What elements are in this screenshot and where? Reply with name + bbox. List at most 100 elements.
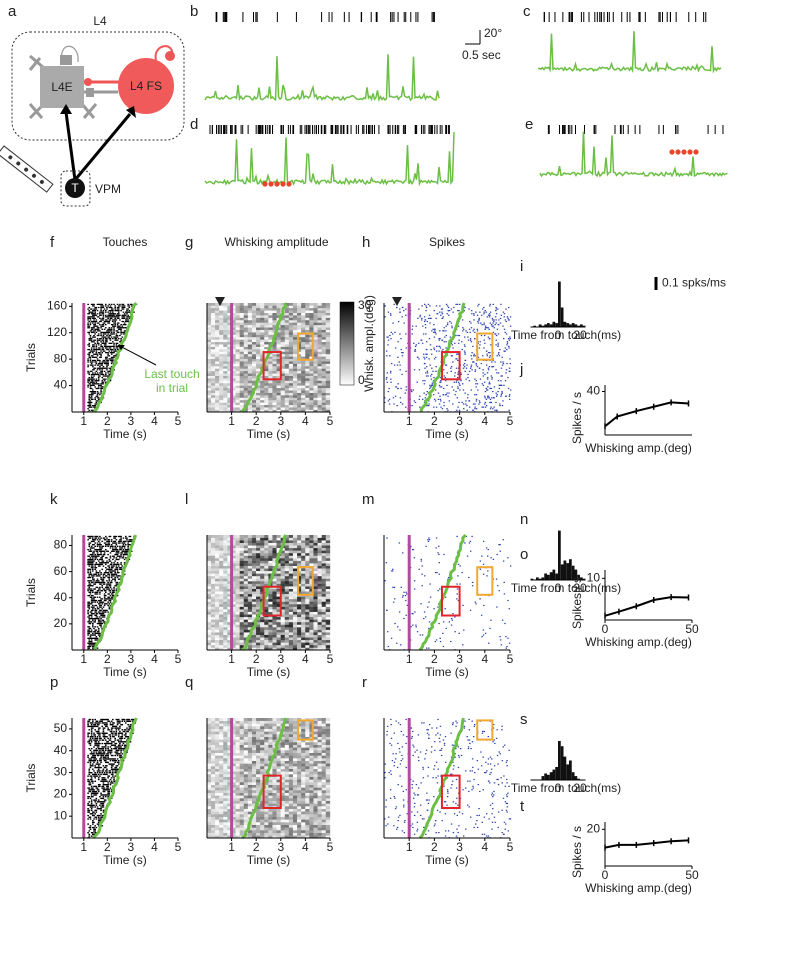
whisk-cell <box>292 356 298 360</box>
touch-dot <box>99 599 101 602</box>
whisk-cell <box>305 339 310 343</box>
whisk-cell <box>219 632 224 635</box>
whisk-cell <box>268 390 273 393</box>
touch-dot <box>99 575 101 577</box>
touch-dot <box>119 575 121 577</box>
whisk-cell <box>239 390 245 393</box>
x-tick-label: 2 <box>104 414 111 428</box>
whisk-cell <box>251 332 257 335</box>
spike-dot <box>491 366 493 368</box>
whisk-cell <box>280 353 286 357</box>
spike-dot <box>487 397 489 399</box>
touch-dot <box>87 601 89 603</box>
whisk-cell <box>231 624 236 628</box>
touch-dot <box>123 314 126 316</box>
touch-dot <box>108 367 111 369</box>
spike-dot <box>421 398 424 400</box>
touch-dot <box>121 550 124 552</box>
touch-dot <box>88 325 91 327</box>
whisk-cell <box>227 303 232 306</box>
whisk-cell <box>325 616 331 620</box>
whisk-cell <box>288 634 294 638</box>
spike-dot <box>462 383 464 385</box>
whisk-cell <box>206 358 212 362</box>
touch-dot <box>127 550 129 552</box>
spike-dot <box>500 303 502 305</box>
spike-dot <box>462 330 464 332</box>
touch-dot <box>129 303 132 306</box>
whisk-cell <box>251 351 257 355</box>
touch-dot <box>99 562 101 564</box>
touch-dot <box>109 570 112 572</box>
spike-dot <box>456 303 459 305</box>
touch-dot <box>116 568 119 570</box>
touch-dot <box>99 604 101 607</box>
whisk-cell <box>206 624 212 628</box>
whisk-cell <box>227 614 232 618</box>
whisk-cell <box>268 317 273 321</box>
spike-dot <box>455 390 457 393</box>
spike-dot <box>415 325 417 327</box>
whisk-cell <box>260 397 265 401</box>
spike-dot <box>477 322 480 324</box>
whisk-cell <box>305 614 310 618</box>
touch-dot <box>88 576 91 579</box>
whisk-cell <box>260 361 265 364</box>
whisk-cell <box>239 642 245 646</box>
touch-dot <box>99 317 101 320</box>
touch-dot <box>114 568 116 570</box>
touch-dot <box>104 352 107 354</box>
whisk-cell <box>292 336 298 340</box>
spike-dot <box>467 373 469 376</box>
spike-dot <box>442 348 444 351</box>
whisk-cell <box>292 373 298 376</box>
whisk-cell <box>317 395 322 398</box>
spike-dot <box>404 392 406 394</box>
spike-dot <box>500 375 502 377</box>
touch-dot <box>93 596 95 598</box>
touch-dot <box>112 570 114 572</box>
touch-dot <box>101 568 104 570</box>
touch-dot <box>117 552 120 554</box>
spike-dot <box>443 327 445 329</box>
spike-dot <box>505 333 508 335</box>
spike-dot <box>424 397 427 399</box>
whisk-cell <box>264 611 269 615</box>
spike-dot <box>503 316 505 318</box>
whisk-cell <box>305 395 310 398</box>
spike-dot <box>442 316 444 318</box>
whisk-cell <box>297 629 302 633</box>
whisk-cell <box>251 322 257 326</box>
whisk-cell <box>251 378 257 381</box>
whisk-cell <box>223 375 228 379</box>
whisk-cell <box>305 382 310 386</box>
touch-dot <box>100 303 102 306</box>
spike-dot <box>463 366 466 368</box>
touch-dot <box>100 373 102 376</box>
spike-dot <box>438 350 440 352</box>
touch-dot <box>106 347 108 349</box>
touch-dot <box>88 400 91 402</box>
touch-dot <box>97 621 100 623</box>
whisk-cell <box>317 637 322 641</box>
touch-dot <box>107 542 109 544</box>
touch-dot <box>90 406 93 408</box>
whisk-cell <box>264 647 269 651</box>
whisk-cell <box>239 606 245 610</box>
whisk-cell <box>305 637 310 641</box>
touch-dot <box>90 581 93 584</box>
touch-dot <box>123 322 126 324</box>
whisk-cell <box>239 353 245 357</box>
touch-dot <box>110 345 113 348</box>
spike-dot <box>469 367 472 369</box>
spike-dot <box>387 311 390 313</box>
whisk-cell <box>305 619 310 623</box>
touch-dot <box>93 334 95 337</box>
whisk-cell <box>247 616 253 620</box>
touch-dot <box>90 601 93 603</box>
touch-dot <box>100 617 102 620</box>
touch-dot <box>90 560 93 562</box>
touch-dot <box>97 306 100 309</box>
touch-dot <box>97 537 100 539</box>
whisk-cell <box>247 637 253 641</box>
